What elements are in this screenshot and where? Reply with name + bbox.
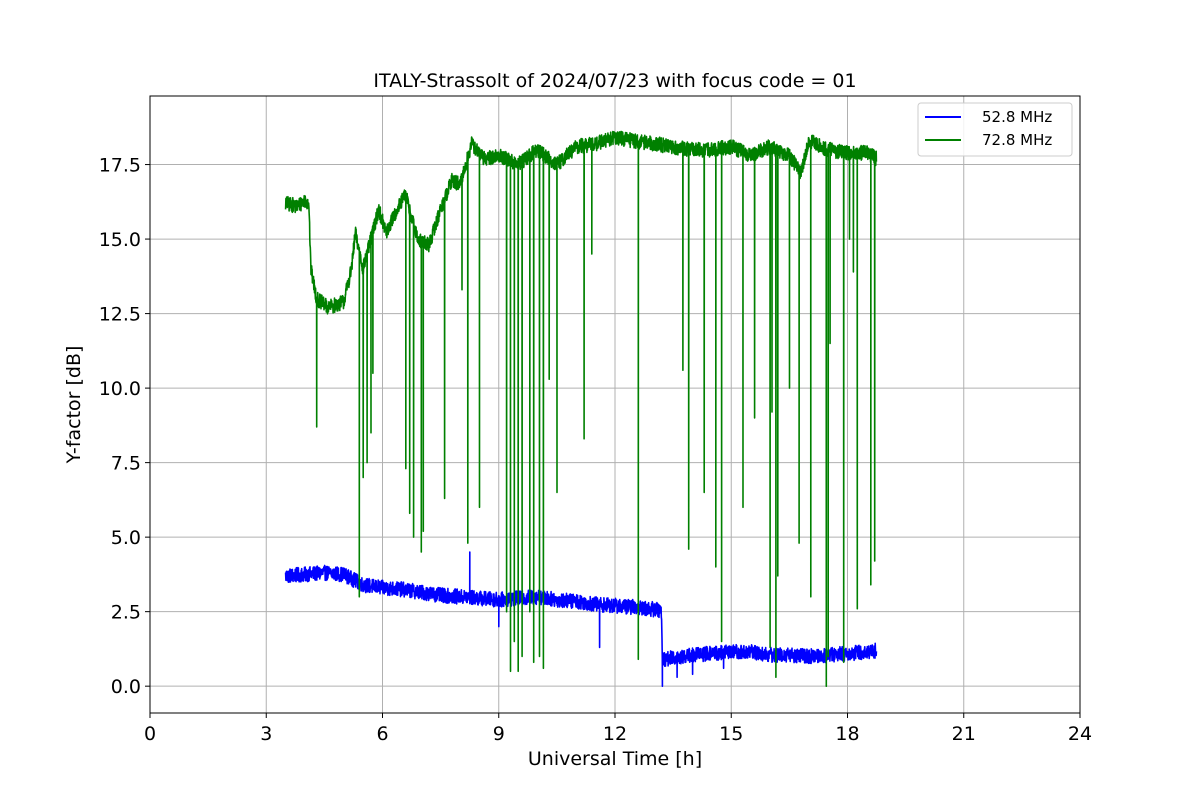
y-tick-label: 17.5 xyxy=(99,155,141,177)
legend-label-72-8: 72.8 MHz xyxy=(982,131,1052,149)
x-tick-label: 15 xyxy=(719,723,743,745)
y-tick-label: 5.0 xyxy=(111,527,141,549)
y-axis-label: Y-factor [dB] xyxy=(63,346,85,465)
legend: 52.8 MHz 72.8 MHz xyxy=(917,102,1073,157)
x-tick-label: 3 xyxy=(260,723,272,745)
y-tick-label: 7.5 xyxy=(111,453,141,475)
x-axis-label: Universal Time [h] xyxy=(528,748,702,770)
series-line-72-8-mhz xyxy=(284,130,878,687)
chart-title: ITALY-Strassolt of 2024/07/23 with focus… xyxy=(373,70,856,92)
axis-ticks: 0 3 6 9 12 15 18 21 24 0.0 2.5 5.0 7.5 10.0 12.5 15.0 17… xyxy=(99,155,1092,745)
y-tick-label: 15.0 xyxy=(99,229,141,251)
y-tick-label: 10.0 xyxy=(99,378,141,400)
legend-label-52-8: 52.8 MHz xyxy=(982,108,1052,126)
y-tick-label: 12.5 xyxy=(99,304,141,326)
series-line-52-8-mhz xyxy=(284,551,878,687)
y-tick-label: 2.5 xyxy=(111,602,141,624)
x-tick-label: 12 xyxy=(603,723,627,745)
x-tick-label: 21 xyxy=(952,723,976,745)
series-layer xyxy=(284,130,878,687)
x-tick-label: 9 xyxy=(493,723,505,745)
x-tick-label: 24 xyxy=(1068,723,1092,745)
x-tick-label: 6 xyxy=(376,723,388,745)
x-tick-label: 18 xyxy=(835,723,859,745)
x-tick-label: 0 xyxy=(144,723,156,745)
y-tick-label: 0.0 xyxy=(111,676,141,698)
